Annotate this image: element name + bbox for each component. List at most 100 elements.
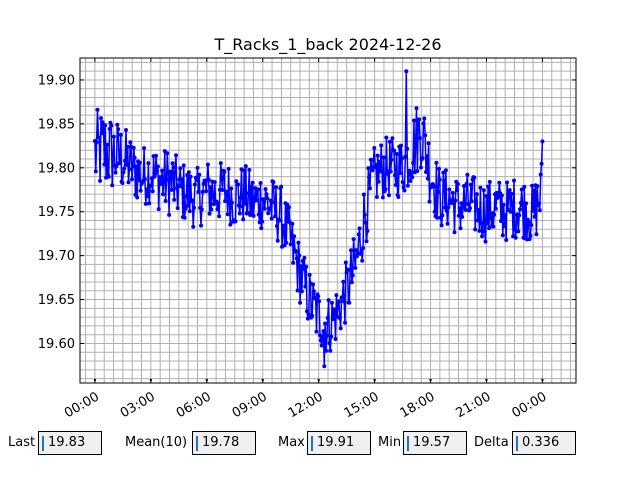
data-point xyxy=(307,272,312,277)
data-point xyxy=(365,229,370,233)
data-point xyxy=(367,175,372,180)
data-point xyxy=(330,317,335,322)
data-point xyxy=(126,180,131,185)
data-point xyxy=(192,205,197,210)
data-point xyxy=(394,152,399,156)
y-tick-label: 19.80 xyxy=(38,161,75,176)
data-point xyxy=(169,187,174,192)
data-point xyxy=(172,197,177,202)
data-point xyxy=(361,192,366,197)
data-point xyxy=(303,284,308,289)
data-point xyxy=(356,232,361,237)
data-point xyxy=(310,313,315,318)
data-point xyxy=(138,188,143,193)
data-point xyxy=(472,175,477,180)
data-point xyxy=(223,199,228,203)
data-point xyxy=(431,184,436,189)
x-tick-label: 15:00 xyxy=(342,389,382,421)
data-point xyxy=(417,117,422,122)
data-point xyxy=(294,256,299,261)
data-point xyxy=(128,140,133,145)
x-tick-dot xyxy=(93,378,97,382)
data-point xyxy=(264,192,269,197)
data-point xyxy=(272,200,277,205)
last-value: 19.83 xyxy=(48,435,86,450)
data-point xyxy=(437,166,441,171)
data-point xyxy=(411,160,416,165)
data-point xyxy=(422,116,427,121)
data-point xyxy=(327,341,332,346)
x-tick-dot xyxy=(429,378,432,382)
data-point xyxy=(196,190,201,194)
data-point xyxy=(439,223,444,228)
data-point xyxy=(478,185,483,190)
data-point xyxy=(274,224,279,228)
data-point xyxy=(432,209,437,214)
data-point xyxy=(268,198,273,203)
data-point xyxy=(271,180,276,185)
data-point xyxy=(392,148,397,153)
data-point xyxy=(150,189,155,194)
mean-label: Mean(10) xyxy=(125,435,188,450)
data-point xyxy=(317,299,322,304)
data-point xyxy=(314,329,319,334)
data-point xyxy=(347,300,352,305)
data-point xyxy=(188,174,193,179)
data-point xyxy=(143,201,148,206)
x-tick-label: 00:00 xyxy=(62,389,102,421)
data-point xyxy=(155,164,160,169)
data-point xyxy=(281,228,286,233)
data-point xyxy=(157,175,162,180)
data-point xyxy=(468,182,473,187)
data-point xyxy=(247,167,252,172)
last-label: Last xyxy=(8,435,36,450)
x-tick-label: 00:00 xyxy=(509,389,549,421)
data-point xyxy=(293,249,298,254)
data-point xyxy=(164,177,169,182)
data-point xyxy=(527,237,532,242)
data-point xyxy=(116,127,121,132)
data-point xyxy=(360,258,365,263)
data-point xyxy=(400,180,405,185)
last-value-field[interactable]: 19.83 xyxy=(38,431,102,455)
data-point xyxy=(127,167,132,172)
data-point xyxy=(130,164,135,169)
data-point xyxy=(463,207,468,212)
data-point xyxy=(462,203,467,208)
data-point xyxy=(510,201,515,206)
data-point xyxy=(215,207,220,212)
data-point xyxy=(318,338,323,343)
axis-ticks: 19.60 19.65 19.70 19.75 19.80 19.85 19.90 00:00… xyxy=(38,58,576,421)
data-point xyxy=(197,172,202,177)
data-point xyxy=(230,200,234,205)
data-point xyxy=(437,177,442,182)
data-point xyxy=(363,220,368,225)
data-point xyxy=(522,184,527,189)
min-value-field[interactable]: 19.57 xyxy=(403,431,467,455)
data-point xyxy=(534,232,539,237)
data-point xyxy=(500,233,505,238)
mean-value-field[interactable]: 19.78 xyxy=(192,431,256,455)
data-point xyxy=(135,195,140,200)
data-point xyxy=(383,187,388,192)
data-point xyxy=(450,190,455,195)
data-point xyxy=(236,182,241,187)
data-point xyxy=(304,264,309,269)
data-point xyxy=(97,135,102,140)
data-point xyxy=(381,155,386,160)
data-point xyxy=(103,123,108,128)
data-point xyxy=(384,135,389,140)
data-point xyxy=(233,219,238,224)
data-point xyxy=(341,279,346,284)
max-value-field[interactable]: 19.91 xyxy=(307,431,371,455)
delta-value-field[interactable]: 0.336 xyxy=(512,431,576,455)
data-point xyxy=(444,208,449,213)
data-point xyxy=(206,177,211,182)
data-point xyxy=(474,198,478,203)
data-point xyxy=(117,160,122,165)
data-point xyxy=(440,213,445,218)
data-point xyxy=(340,295,345,300)
data-point xyxy=(539,161,544,166)
data-point xyxy=(183,206,188,211)
x-tick-dot xyxy=(205,378,208,382)
